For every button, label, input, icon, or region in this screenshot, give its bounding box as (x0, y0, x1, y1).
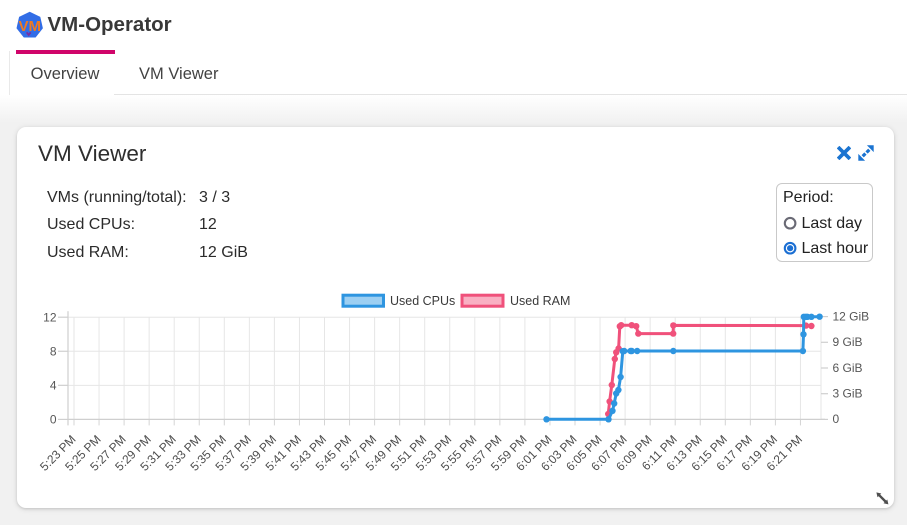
svg-text:0: 0 (833, 412, 840, 426)
svg-text:6 GiB: 6 GiB (833, 361, 863, 375)
svg-text:Used CPUs: Used CPUs (390, 294, 455, 308)
svg-text:12: 12 (43, 310, 57, 324)
svg-text:4: 4 (50, 379, 57, 393)
svg-text:VM: VM (18, 18, 40, 35)
svg-text:0: 0 (50, 413, 57, 427)
svg-text:12 GiB: 12 GiB (833, 309, 870, 323)
svg-text:8: 8 (50, 344, 57, 358)
svg-text:Used RAM: Used RAM (510, 294, 570, 308)
svg-text:3 GiB: 3 GiB (833, 387, 863, 401)
svg-text:9 GiB: 9 GiB (833, 335, 863, 349)
